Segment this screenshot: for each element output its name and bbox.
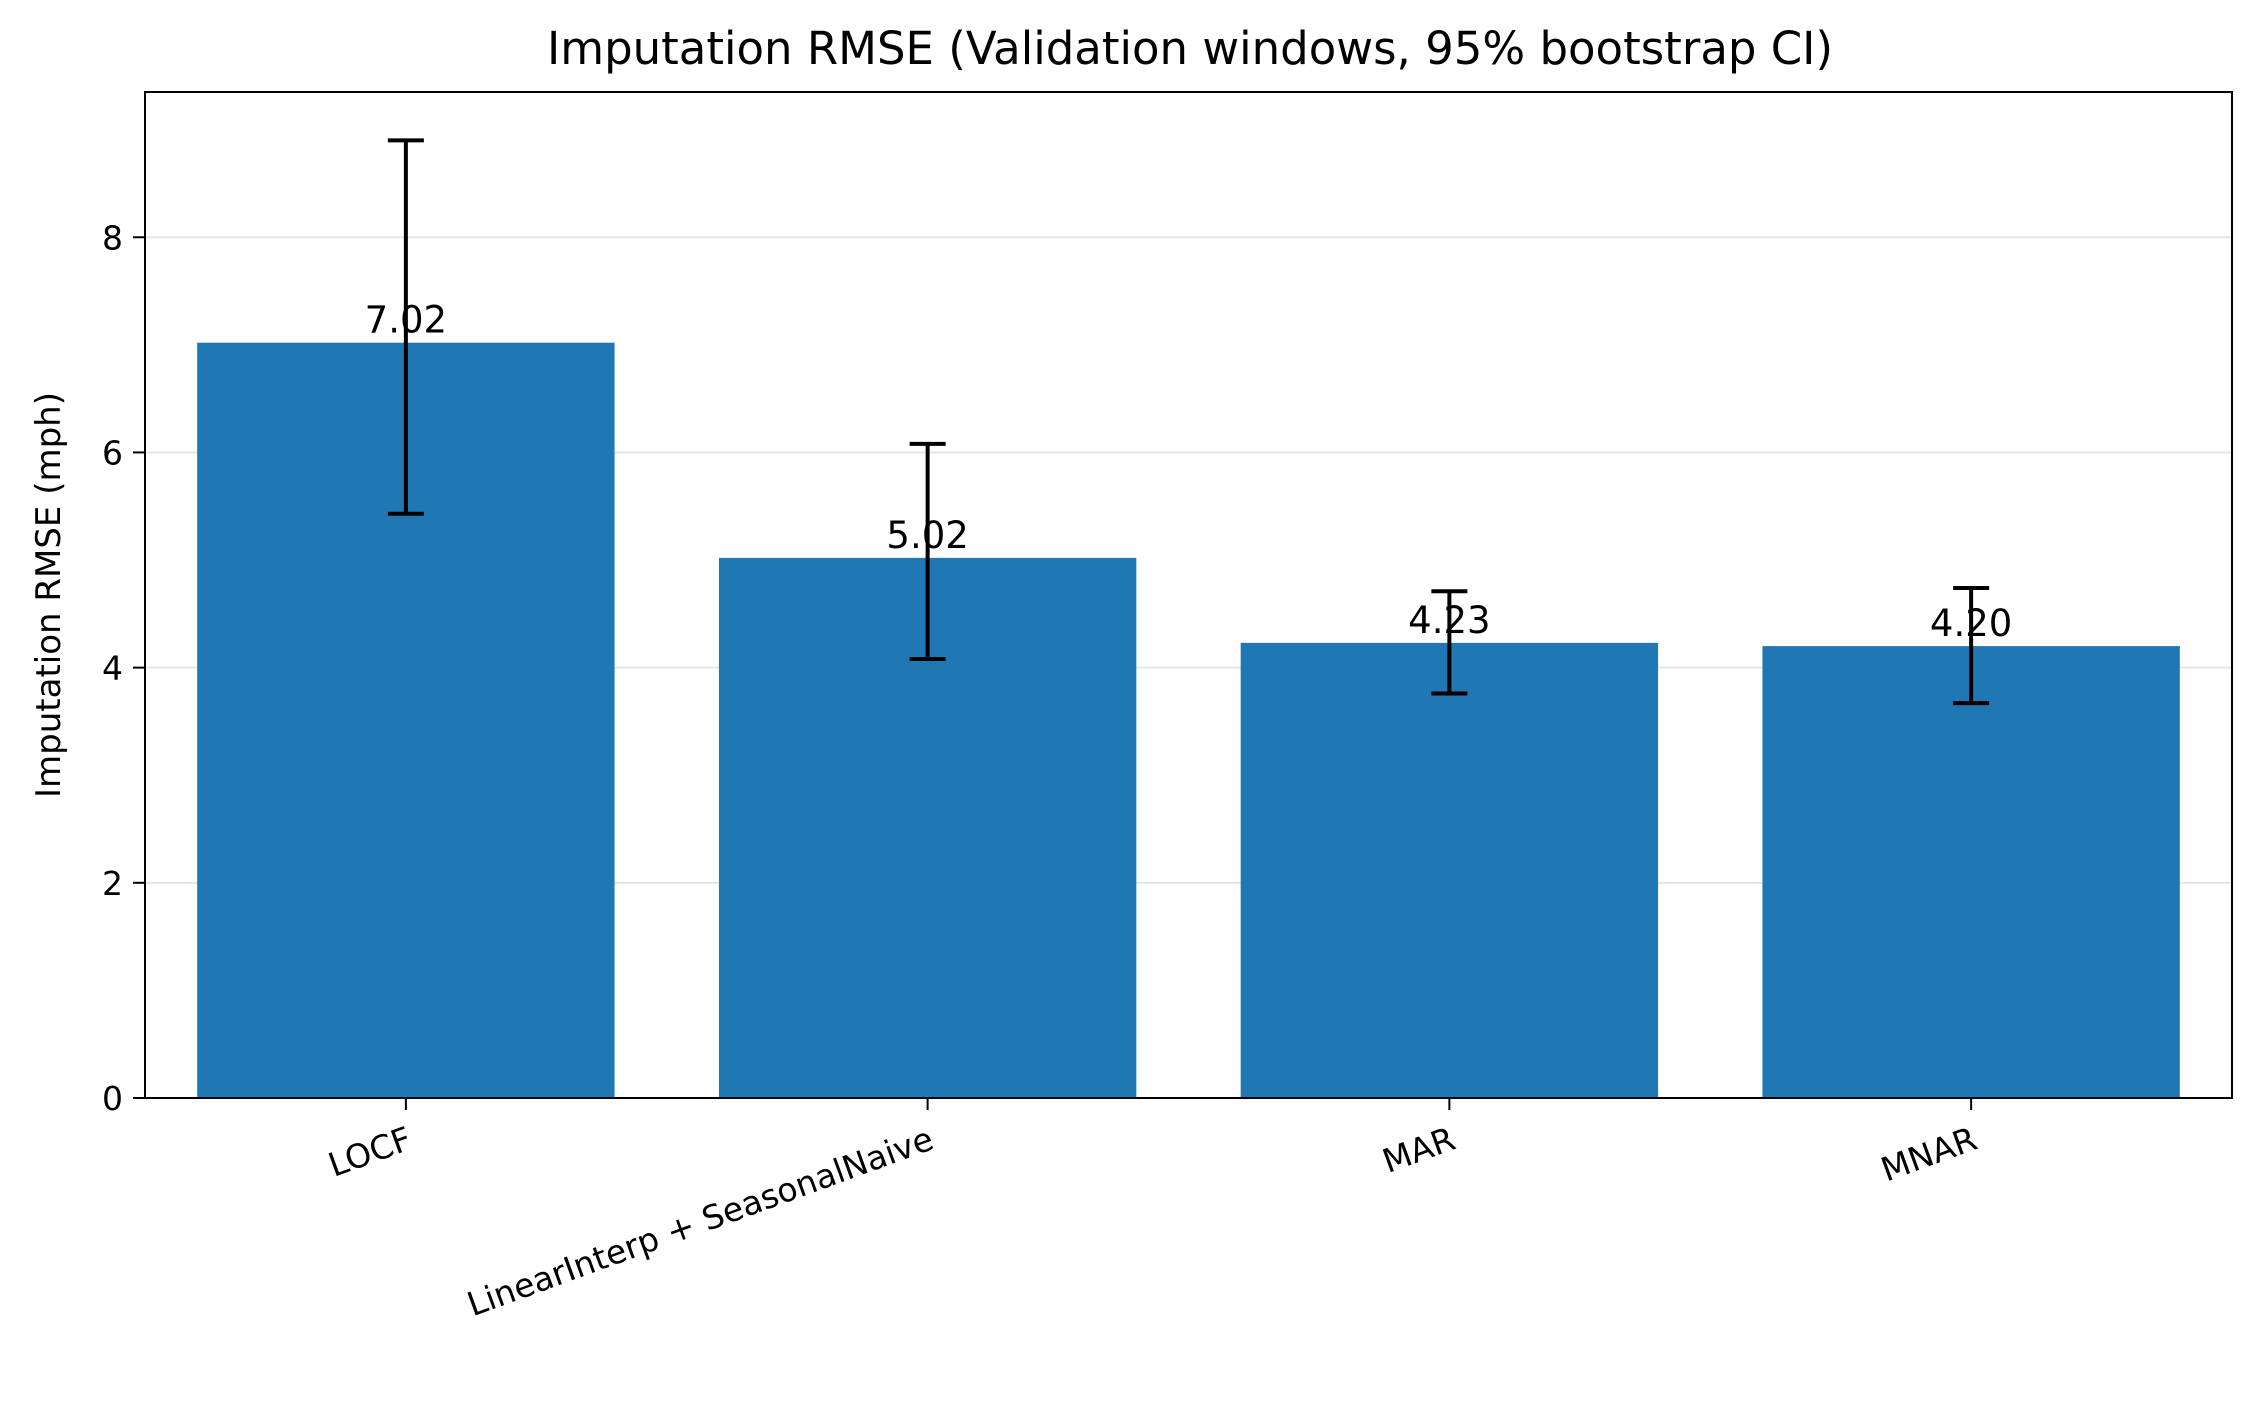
y-axis-ticks: 0 2 4 6 8 xyxy=(102,218,145,1118)
x-tick-label: LinearInterp + SeasonalNaive xyxy=(462,1119,938,1324)
error-bars xyxy=(387,138,1990,706)
plot-frame xyxy=(144,91,2233,1099)
bar xyxy=(1240,642,1659,1098)
y-axis-title: Imputation RMSE (mph) xyxy=(29,392,69,798)
bar xyxy=(1762,646,2180,1098)
data-label: 5.02 xyxy=(886,514,968,557)
y-tick-label: 2 xyxy=(102,864,123,903)
data-label: 4.20 xyxy=(1930,602,2012,645)
bars xyxy=(197,342,2180,1098)
y-tick-label: 8 xyxy=(102,218,123,257)
x-tick-label: MNAR xyxy=(1876,1119,1982,1189)
chart-title: Imputation RMSE (Validation windows, 95%… xyxy=(547,22,1833,75)
x-axis-ticks: LOCF LinearInterp + SeasonalNaive MAR MNAR xyxy=(323,1098,1982,1324)
y-tick-label: 4 xyxy=(102,649,123,688)
data-labels: 7.02 5.02 4.23 4.20 xyxy=(365,299,2013,645)
x-tick-label: MAR xyxy=(1377,1119,1460,1181)
y-tick-label: 6 xyxy=(102,433,123,472)
data-label: 4.23 xyxy=(1408,599,1490,642)
y-tick-label: 0 xyxy=(102,1079,123,1118)
x-tick-label: LOCF xyxy=(323,1119,416,1185)
data-label: 7.02 xyxy=(365,299,447,342)
